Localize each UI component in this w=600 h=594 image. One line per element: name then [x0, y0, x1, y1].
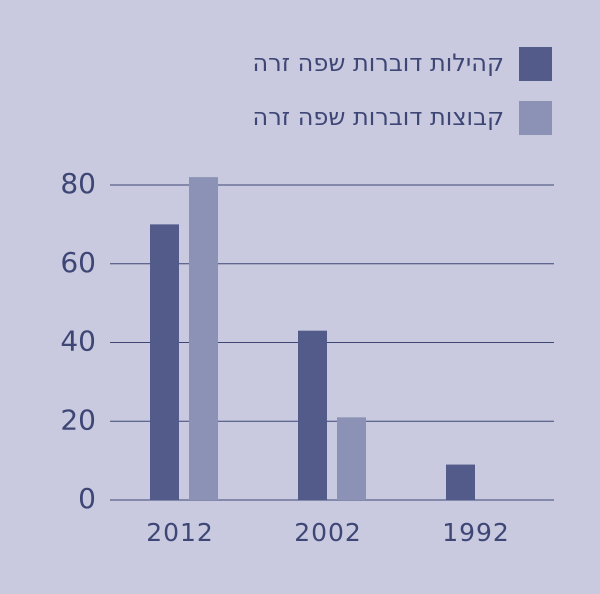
legend-label: קהילות דוברות שפה זרה	[253, 49, 505, 77]
bar	[446, 464, 475, 500]
legend-swatch	[519, 101, 552, 135]
x-tick-label: 1992	[442, 518, 510, 547]
y-tick-label: 40	[60, 325, 96, 358]
x-tick-label: 2002	[294, 518, 362, 547]
legend-label: קבוצות דוברות שפה זרה	[253, 103, 504, 131]
legend-swatch	[519, 47, 552, 81]
y-tick-label: 20	[60, 403, 96, 436]
bar	[337, 417, 366, 500]
bar	[189, 177, 218, 500]
bar	[150, 224, 179, 500]
y-tick-label: 60	[60, 246, 96, 279]
y-tick-label: 0	[78, 482, 96, 515]
y-tick-label: 80	[60, 167, 96, 200]
bar	[298, 330, 327, 500]
x-tick-label: 2012	[146, 518, 214, 547]
